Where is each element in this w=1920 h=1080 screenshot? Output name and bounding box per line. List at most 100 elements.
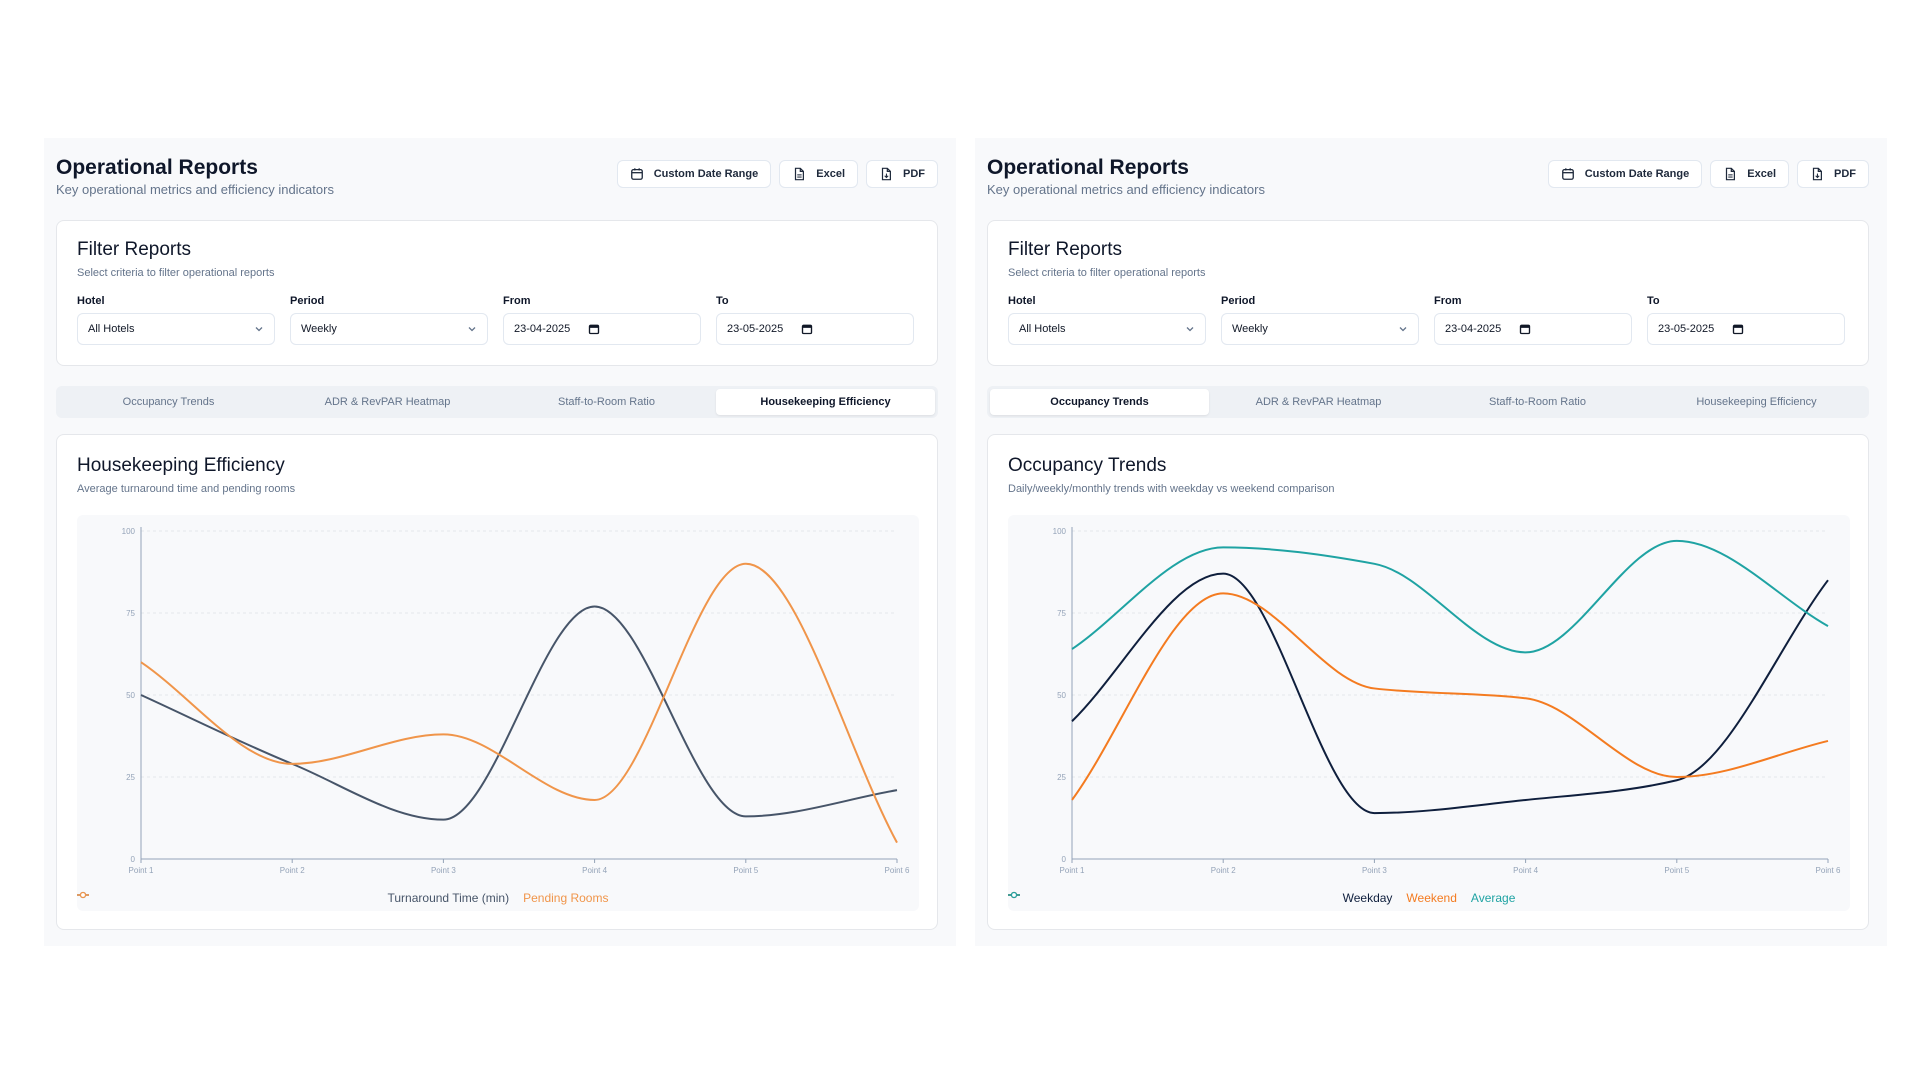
y-tick-label: 0 [131,855,136,864]
chevron-down-icon [1399,327,1407,332]
to-date-input[interactable]: 23-05-2025 [716,313,914,345]
file-icon [1812,167,1822,181]
x-tick-label: Point 5 [733,866,758,875]
period-select[interactable]: Weekly [290,313,488,345]
file-icon [1726,167,1736,181]
chevron-down-icon [468,327,476,332]
page-title: Operational Reports [56,156,258,179]
file-icon [795,167,805,181]
calendar-icon[interactable] [588,323,600,335]
report-tabs: Occupancy Trends ADR & RevPAR Heatmap St… [56,386,938,418]
hotel-select-value: All Hotels [88,323,135,335]
tab-housekeeping-efficiency[interactable]: Housekeeping Efficiency [1696,396,1817,408]
y-tick-label: 25 [1057,773,1066,782]
tab-adr-revpar-heatmap[interactable]: ADR & RevPAR Heatmap [1255,396,1382,408]
calendar-icon[interactable] [1732,323,1744,335]
line-chart-svg: 0 25 50 75 100 Point 1 Point 2 Point 3 Point 4 Po… [1053,527,1841,875]
legend-item[interactable]: Weekday [1008,891,1392,905]
export-pdf-label: PDF [903,168,925,180]
tab-occupancy-trends[interactable]: Occupancy Trends [122,396,215,408]
export-pdf-button[interactable]: PDF [1797,160,1869,188]
to-date-value: 23-05-2025 [727,323,784,335]
y-tick-label: 50 [1057,691,1066,700]
tab-occupancy-trends[interactable]: Occupancy Trends [990,389,1209,415]
custom-date-range-label: Custom Date Range [1584,168,1690,180]
y-tick-label: 25 [126,773,135,782]
chart-legend: Weekday Weekend Average [1008,891,1850,905]
hotel-select[interactable]: All Hotels [1008,313,1206,345]
legend-label: Pending Rooms [523,891,609,905]
legend-item[interactable]: Weekend [1008,891,1457,905]
from-date-input[interactable]: 23-04-2025 [1434,313,1632,345]
from-date-value: 23-04-2025 [1445,323,1502,335]
legend-item[interactable]: Average [1008,891,1515,905]
export-pdf-label: PDF [1834,168,1856,180]
legend-item[interactable]: Turnaround Time (min) [77,891,509,905]
calendar-icon[interactable] [1519,323,1531,335]
calendar-icon [1561,168,1574,180]
export-excel-button[interactable]: Excel [779,160,858,188]
page-subtitle: Key operational metrics and efficiency i… [56,182,334,197]
y-tick-label: 100 [1053,527,1067,536]
y-tick-label: 75 [126,609,135,618]
to-field: To 23-05-2025 [716,295,914,345]
export-pdf-button[interactable]: PDF [866,160,938,188]
tab-staff-to-room-ratio[interactable]: Staff-to-Room Ratio [557,396,655,408]
from-date-input[interactable]: 23-04-2025 [503,313,701,345]
from-field: From 23-04-2025 [503,295,701,345]
y-tick-label: 100 [122,527,136,536]
x-tick-label: Point 3 [1362,866,1387,875]
hotel-select-value: All Hotels [1019,323,1066,335]
custom-date-range-button[interactable]: Custom Date Range [1547,160,1703,188]
x-tick-label: Point 6 [885,866,910,875]
line-chart: 0 25 50 75 100 Point 1 Point 2 Point 3 Point 4 Po… [77,515,919,911]
export-excel-button[interactable]: Excel [1710,160,1789,188]
to-field: To 23-05-2025 [1647,295,1845,345]
period-label: Period [290,295,325,307]
report-panel-housekeeping: Operational Reports Key operational metr… [44,138,956,946]
line-chart: 0 25 50 75 100 Point 1 Point 2 Point 3 Point 4 Po… [1008,515,1850,911]
chart-subtitle: Average turnaround time and pending room… [77,483,296,495]
x-tick-label: Point 2 [1211,866,1236,875]
y-tick-label: 50 [126,691,135,700]
export-excel-label: Excel [1747,168,1776,180]
report-panel-occupancy: Operational Reports Key operational metr… [975,138,1887,946]
period-label: Period [1221,295,1256,307]
page-subtitle: Key operational metrics and efficiency i… [987,182,1265,197]
page-title: Operational Reports [987,156,1189,179]
line-chart-svg: 0 25 50 75 100 Point 1 Point 2 Point 3 Point 4 Po… [122,527,910,875]
to-date-input[interactable]: 23-05-2025 [1647,313,1845,345]
legend-item[interactable]: Pending Rooms [77,891,609,905]
series-line [140,562,898,844]
calendar-icon [630,168,643,180]
custom-date-range-button[interactable]: Custom Date Range [616,160,772,188]
chart-card: Occupancy Trends Daily/weekly/monthly tr… [987,434,1869,930]
period-select-value: Weekly [1232,323,1268,335]
series-line [1071,592,1829,801]
calendar-icon[interactable] [801,323,813,335]
tab-staff-to-room-ratio[interactable]: Staff-to-Room Ratio [1488,396,1586,408]
period-select[interactable]: Weekly [1221,313,1419,345]
report-tabs: Occupancy Trends ADR & RevPAR Heatmap St… [987,386,1869,418]
filter-title: Filter Reports [1008,239,1123,260]
tab-adr-revpar-heatmap[interactable]: ADR & RevPAR Heatmap [324,396,451,408]
series-line [1071,539,1829,654]
report-actions: Custom Date Range Excel PDF [616,160,938,188]
from-label: From [1434,295,1462,307]
legend-line-icon [1008,891,1020,899]
report-actions: Custom Date Range Excel PDF [1547,160,1869,188]
chevron-down-icon [255,327,263,332]
to-label: To [716,295,729,307]
x-tick-label: Point 4 [1513,866,1538,875]
period-field: Period Weekly [1221,295,1419,345]
to-date-value: 23-05-2025 [1658,323,1715,335]
tab-housekeeping-efficiency[interactable]: Housekeeping Efficiency [716,389,935,415]
hotel-field: Hotel All Hotels [1008,295,1206,345]
period-select-value: Weekly [301,323,337,335]
x-tick-label: Point 6 [1816,866,1841,875]
hotel-label: Hotel [77,295,105,307]
series-line [1071,572,1829,815]
export-excel-label: Excel [816,168,845,180]
hotel-select[interactable]: All Hotels [77,313,275,345]
x-tick-label: Point 4 [582,866,607,875]
